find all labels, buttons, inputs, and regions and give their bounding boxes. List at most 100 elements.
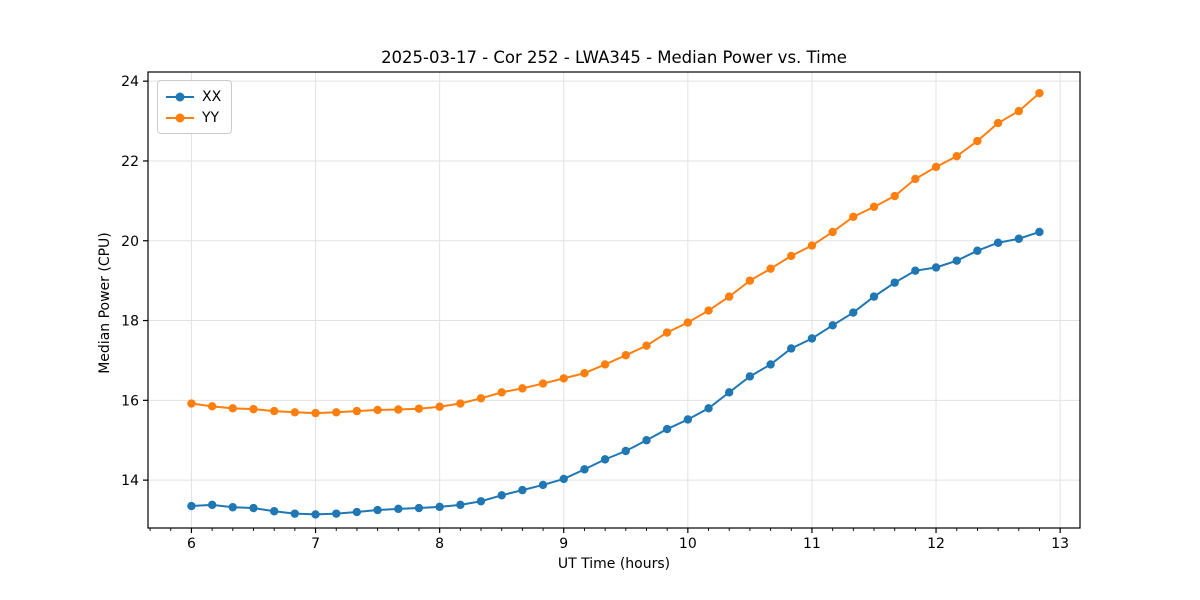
data-point-yy <box>849 212 858 222</box>
x-tick-label: 13 <box>1051 536 1069 552</box>
data-point-yy <box>414 404 424 413</box>
data-point-yy <box>642 341 651 350</box>
data-point-xx <box>704 404 713 413</box>
data-point-xx <box>1014 234 1024 243</box>
data-point-yy <box>456 399 465 408</box>
y-tick-label: 16 <box>121 393 139 409</box>
data-point-yy <box>600 360 610 369</box>
legend: XX YY <box>157 80 233 134</box>
data-point-yy <box>497 388 506 397</box>
data-point-yy <box>662 328 672 337</box>
data-point-xx <box>600 455 610 464</box>
data-point-yy <box>828 227 837 237</box>
data-point-xx <box>787 344 796 353</box>
x-tick-label: 11 <box>803 536 821 552</box>
data-point-xx <box>849 308 858 317</box>
data-point-xx <box>270 507 279 516</box>
data-point-yy <box>332 408 341 417</box>
legend-marker-yy <box>166 113 194 122</box>
data-point-xx <box>394 504 403 514</box>
data-point-xx <box>869 292 879 301</box>
data-point-xx <box>911 266 920 275</box>
data-point-yy <box>787 251 796 261</box>
y-tick-label: 24 <box>121 74 139 90</box>
y-tick-label: 20 <box>121 234 139 250</box>
data-point-xx <box>973 246 982 255</box>
data-point-yy <box>931 162 941 172</box>
y-tick-label: 22 <box>121 154 139 170</box>
data-point-yy <box>228 404 237 413</box>
data-point-yy <box>621 351 630 360</box>
data-point-xx <box>373 505 382 515</box>
x-tick-label: 8 <box>435 536 444 552</box>
data-point-xx <box>745 372 755 381</box>
data-point-yy <box>207 402 217 411</box>
data-point-xx <box>1035 227 1044 237</box>
legend-label-yy: YY <box>202 109 220 126</box>
data-point-yy <box>973 136 982 146</box>
data-point-xx <box>890 278 899 287</box>
data-point-xx <box>249 503 258 513</box>
data-point-xx <box>683 415 693 424</box>
data-point-yy <box>518 384 527 393</box>
data-point-xx <box>435 502 444 512</box>
axes-frame <box>147 71 1081 529</box>
legend-marker-xx <box>166 92 194 101</box>
x-tick-label: 10 <box>679 536 697 552</box>
data-point-yy <box>869 202 879 212</box>
data-point-yy <box>724 292 734 301</box>
data-point-xx <box>414 503 424 513</box>
data-point-xx <box>518 485 527 495</box>
legend-label-xx: XX <box>202 88 222 105</box>
data-point-yy <box>807 241 817 250</box>
data-point-xx <box>207 500 217 510</box>
data-point-xx <box>621 446 630 456</box>
data-point-yy <box>890 191 899 201</box>
chart-title: 2025-03-17 - Cor 252 - LWA345 - Median P… <box>381 48 847 67</box>
data-point-xx <box>332 509 341 518</box>
x-tick-label: 7 <box>311 536 320 552</box>
data-point-xx <box>642 436 651 445</box>
data-point-xx <box>538 480 548 490</box>
data-point-xx <box>766 360 775 369</box>
data-point-xx <box>559 474 568 484</box>
data-point-xx <box>228 503 237 512</box>
series-line-xx <box>191 231 1040 516</box>
data-point-yy <box>476 394 486 403</box>
data-point-yy <box>683 318 693 327</box>
data-point-yy <box>766 264 775 273</box>
data-point-xx <box>456 500 465 510</box>
series-line-yy <box>191 92 1041 415</box>
data-point-yy <box>993 118 1003 128</box>
data-point-xx <box>662 424 672 434</box>
x-tick-label: 9 <box>559 536 568 552</box>
data-point-yy <box>952 151 961 161</box>
data-point-xx <box>311 510 320 519</box>
data-point-yy <box>249 404 258 414</box>
data-point-yy <box>394 405 403 414</box>
data-point-yy <box>311 408 320 418</box>
data-point-yy <box>1014 106 1024 116</box>
data-point-xx <box>993 238 1003 247</box>
data-point-yy <box>373 405 382 415</box>
data-point-yy <box>704 306 713 315</box>
legend-item-xx: XX <box>165 86 221 107</box>
x-axis-label: UT Time (hours) <box>557 556 671 572</box>
data-point-xx <box>807 334 817 343</box>
data-point-xx <box>931 263 941 272</box>
data-point-yy <box>911 174 920 184</box>
data-point-yy <box>352 406 362 416</box>
data-point-yy <box>270 406 279 416</box>
data-point-yy <box>435 402 444 411</box>
y-tick-label: 18 <box>121 314 139 330</box>
legend-item-yy: YY <box>165 107 221 128</box>
data-point-yy <box>580 369 589 378</box>
x-tick-label: 6 <box>187 536 196 552</box>
data-point-xx <box>497 491 506 500</box>
data-point-xx <box>828 321 837 330</box>
x-tick-label: 12 <box>927 536 945 552</box>
y-tick-label: 14 <box>121 473 139 489</box>
data-point-yy <box>187 399 196 408</box>
